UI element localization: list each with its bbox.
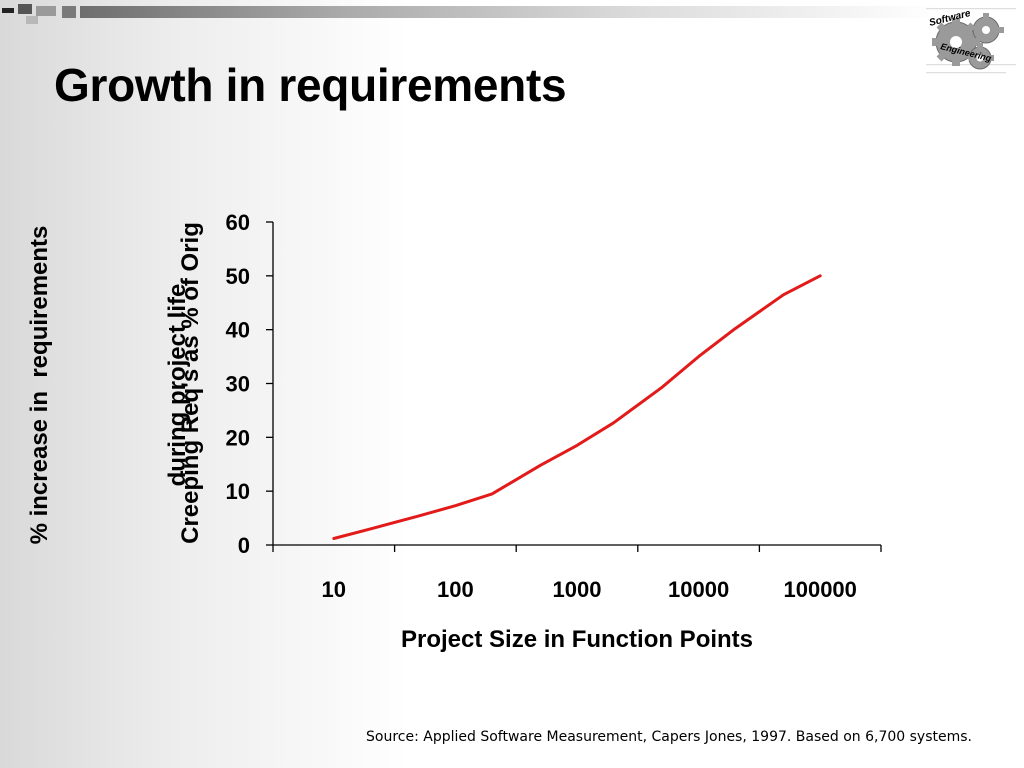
header-decoration <box>0 0 1024 28</box>
header-square <box>62 6 76 18</box>
series-line <box>332 274 822 540</box>
y-tick-label: 60 <box>226 210 250 235</box>
x-tick-label: 10000 <box>668 577 729 602</box>
header-square <box>36 6 56 16</box>
header-square <box>18 4 32 14</box>
x-tick-label: 100000 <box>783 577 856 602</box>
x-tick-label: 1000 <box>553 577 602 602</box>
y-axis-title: Creeping Req's as % of Orig <box>177 222 204 544</box>
source-note: Source: Applied Software Measurement, Ca… <box>366 729 972 745</box>
software-engineering-logo: Software Engineering <box>918 2 1024 82</box>
header-square <box>26 16 38 24</box>
y-tick-label: 50 <box>226 264 250 289</box>
y-tick-label: 20 <box>226 425 250 450</box>
y-tick-label: 30 <box>226 372 250 397</box>
x-tick-label: 10 <box>322 577 346 602</box>
header-gradient-bar <box>80 6 940 18</box>
gears-icon: Software Engineering <box>926 8 1016 74</box>
y-tick-label: 0 <box>238 533 250 558</box>
x-tick-label: 100 <box>437 577 474 602</box>
x-axis-title: Project Size in Function Points <box>401 626 753 653</box>
header-square <box>2 8 14 13</box>
slide-title: Growth in requirements <box>54 59 567 111</box>
line-chart: 0 10 20 30 40 50 60 10 100 1000 10000 100000 Project… <box>177 210 882 653</box>
y-tick-label: 10 <box>226 479 250 504</box>
y-tick-label: 40 <box>226 318 250 343</box>
